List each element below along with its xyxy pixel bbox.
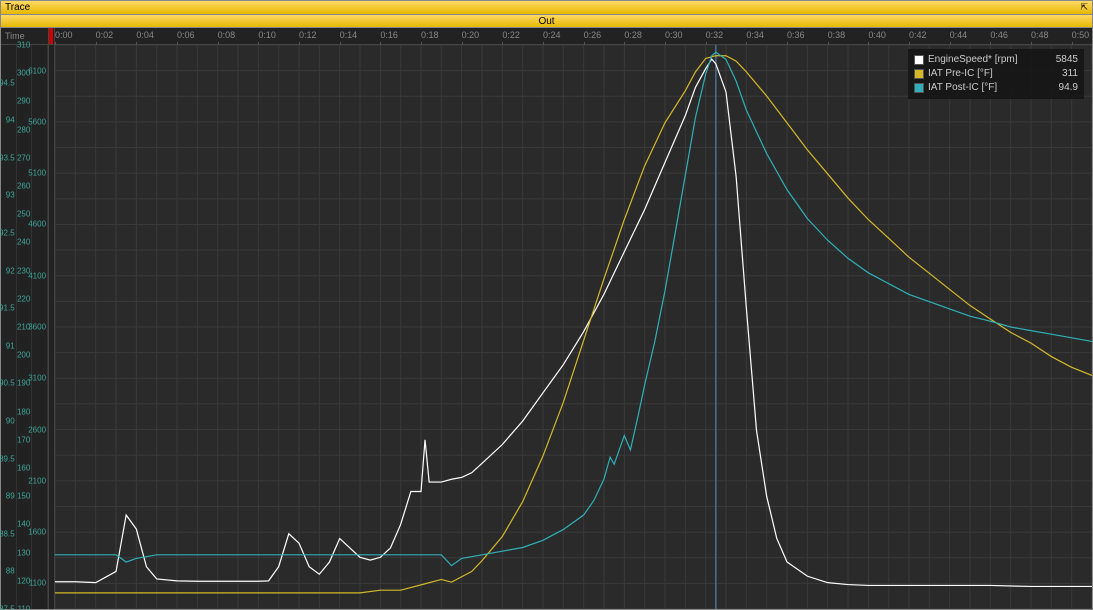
y-tick: 93.5 [0, 153, 15, 162]
y-tick: 110 [18, 605, 31, 610]
time-tick: 0:24 [543, 30, 561, 40]
y-tick: 89 [6, 492, 15, 501]
time-ticks[interactable]: 0:00 0:02 0:04 0:06 0:08 0:10 0:12 0:14 0:16 0:18… [55, 28, 1092, 44]
window-title: Trace [5, 2, 30, 13]
subtitle-bar: Out [1, 15, 1092, 28]
popout-icon[interactable]: ⇱ [1080, 2, 1088, 13]
series-iat_post [55, 52, 1092, 565]
time-tick: 0:30 [665, 30, 683, 40]
time-tick: 0:46 [990, 30, 1008, 40]
legend-label: EngineSpeed* [rpm] [928, 53, 1038, 67]
trace-window: Trace ⇱ Out Time 0:000:020:040:060:080:1… [0, 0, 1093, 610]
legend-row: IAT Post-IC [°F] 94.9 [914, 81, 1078, 95]
time-tick: 0:22 [502, 30, 520, 40]
time-tick: 0:42 [909, 30, 927, 40]
legend-swatch [914, 55, 924, 65]
y-tick: 94 [6, 116, 15, 125]
time-tick: 0:34 [746, 30, 764, 40]
playhead-marker[interactable] [49, 28, 53, 44]
time-tick: 0:08 [218, 30, 236, 40]
time-tick: 0:12 [299, 30, 317, 40]
y-tick: 92 [6, 266, 15, 275]
time-tick: 0:40 [868, 30, 886, 40]
series-engine_speed [55, 59, 1092, 586]
y-tick: 200 [17, 351, 30, 360]
y-tick: 3100 [28, 374, 46, 383]
y-tick: 92.5 [0, 229, 15, 238]
y-tick: 88 [6, 567, 15, 576]
y-tick: 89.5 [0, 454, 15, 463]
y-tick: 260 [17, 182, 30, 191]
y-tick: 90.5 [0, 379, 15, 388]
legend-row: IAT Pre-IC [°F] 311 [914, 67, 1078, 81]
time-tick: 0:28 [624, 30, 642, 40]
y-tick: 1100 [29, 579, 46, 588]
y-tick: 91.5 [0, 304, 15, 313]
y-tick: 93 [6, 191, 15, 200]
legend-label: IAT Pre-IC [°F] [928, 67, 1038, 81]
y-tick: 160 [17, 464, 30, 473]
y-tick: 4100 [28, 271, 46, 280]
y-tick: 2100 [28, 476, 46, 485]
time-tick: 0:26 [584, 30, 602, 40]
series-iat_pre [55, 56, 1092, 593]
legend-value: 311 [1042, 67, 1078, 81]
time-tick: 0:20 [462, 30, 480, 40]
y-tick: 150 [17, 492, 30, 501]
time-tick: 0:06 [177, 30, 195, 40]
legend-swatch [914, 83, 924, 93]
y-tick: 250 [17, 210, 30, 219]
legend-row: EngineSpeed* [rpm] 5845 [914, 53, 1078, 67]
time-tick: 0:38 [828, 30, 846, 40]
title-bar[interactable]: Trace ⇱ [1, 1, 1092, 15]
time-tick: 0:18 [421, 30, 439, 40]
plot-svg [55, 45, 1092, 609]
y-axis-iat_post: 94.5 94 93.5 93 92.5 92 91.5 91 90.5 90 89.5 89 88.5… [1, 45, 17, 609]
time-tick: 0:02 [96, 30, 114, 40]
time-tick: 0:16 [380, 30, 398, 40]
y-tick: 3600 [28, 323, 46, 332]
y-tick: 180 [17, 407, 30, 416]
time-tick: 0:50 [1072, 30, 1090, 40]
y-tick: 94.5 [0, 78, 15, 87]
y-tick: 270 [17, 153, 30, 162]
y-tick: 220 [17, 294, 30, 303]
plot-row: 94.5 94 93.5 93 92.5 92 91.5 91 90.5 90 89.5 89 88.5… [1, 45, 1092, 609]
legend: EngineSpeed* [rpm] 5845 IAT Pre-IC [°F] 311… [908, 49, 1084, 99]
y-tick: 90 [6, 417, 15, 426]
time-tick: 0:14 [340, 30, 358, 40]
y-tick: 130 [17, 548, 30, 557]
y-tick: 4600 [28, 220, 46, 229]
y-tick: 6100 [28, 66, 46, 75]
y-tick: 91 [6, 341, 15, 350]
plot-area[interactable]: EngineSpeed* [rpm] 5845 IAT Pre-IC [°F] 311… [55, 45, 1092, 609]
subtitle-text: Out [538, 16, 554, 27]
legend-value: 94.9 [1042, 81, 1078, 95]
time-tick: 0:44 [950, 30, 968, 40]
y-axis-rpm: 6100560051004600410036003100260021001600… [32, 45, 48, 609]
y-tick: 240 [17, 238, 30, 247]
y-tick: 5600 [28, 117, 46, 126]
y-tick: 88.5 [0, 529, 15, 538]
content-area: Time 0:000:020:040:060:080:100:120:140:1… [1, 28, 1092, 609]
time-tick: 0:36 [787, 30, 805, 40]
y-tick: 87.5 [0, 605, 15, 610]
time-tick: 0:04 [136, 30, 154, 40]
time-tick: 0:32 [706, 30, 724, 40]
time-tick: 0:48 [1031, 30, 1049, 40]
y-tick: 310 [17, 41, 30, 50]
y-tick: 170 [17, 435, 30, 444]
time-tick: 0:00 [55, 30, 73, 40]
y-tick: 5100 [28, 169, 46, 178]
y-tick: 2600 [28, 425, 46, 434]
y-axes-container: 94.5 94 93.5 93 92.5 92 91.5 91 90.5 90 89.5 89 88.5… [1, 45, 49, 609]
time-tick: 0:10 [258, 30, 276, 40]
y-tick: 1600 [28, 528, 46, 537]
legend-swatch [914, 69, 924, 79]
legend-value: 5845 [1042, 53, 1078, 67]
y-tick: 280 [17, 125, 30, 134]
y-tick: 290 [17, 97, 30, 106]
time-axis-row: Time 0:000:020:040:060:080:100:120:140:1… [1, 28, 1092, 45]
legend-label: IAT Post-IC [°F] [928, 81, 1038, 95]
